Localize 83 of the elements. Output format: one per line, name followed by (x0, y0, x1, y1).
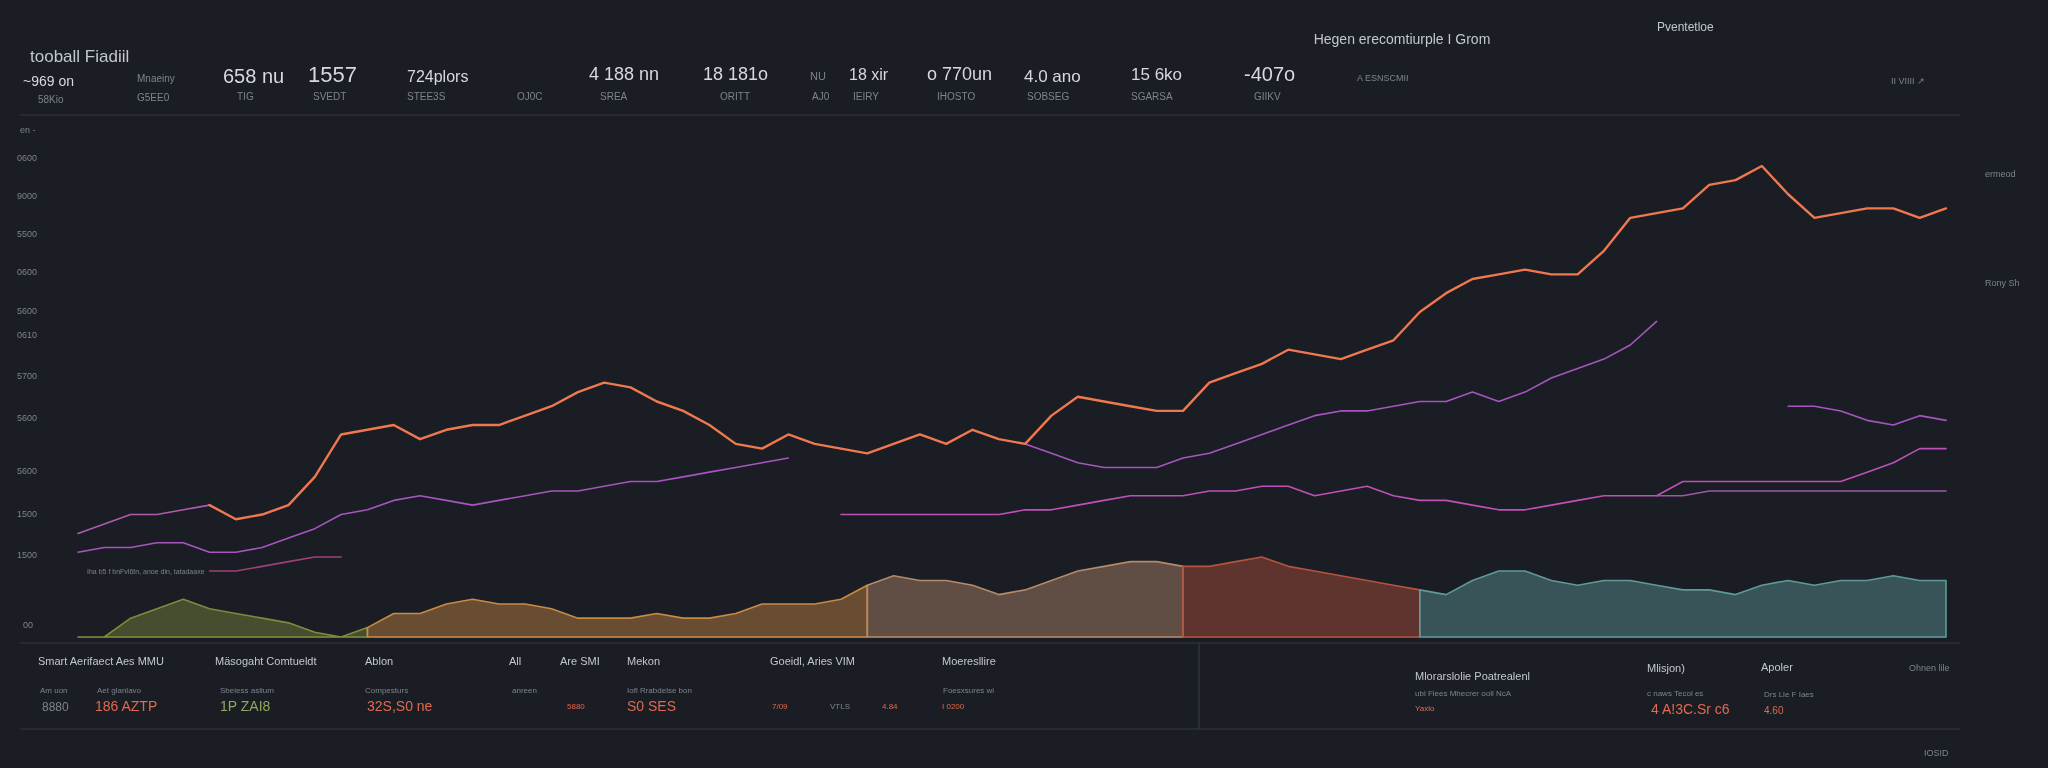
text: 4 188 nn (589, 64, 660, 84)
text: 4.84 (882, 702, 899, 711)
text: 5600 (17, 466, 38, 476)
text: Sbeiess aslium (220, 686, 275, 695)
text: TIG (237, 91, 254, 102)
text: Mlisjon) (1647, 662, 1685, 674)
text: 18 181o (703, 64, 769, 84)
text: Compesturs (365, 686, 409, 695)
text: GIIKV (1254, 91, 1281, 102)
text: IHOSTO (937, 91, 976, 102)
text: Ohnen lile (1909, 663, 1950, 673)
text: S0 SES (627, 698, 677, 714)
text: 58Kio (38, 94, 65, 105)
text: 00 (23, 620, 34, 630)
text: 658 nu (223, 65, 285, 87)
text: I 0200 (942, 702, 965, 711)
text: STEE3S (407, 91, 446, 102)
text: Are SMI (560, 655, 600, 667)
text: 1P ZAI8 (220, 698, 271, 714)
text: 724plors (407, 68, 469, 85)
text: 9000 (17, 191, 38, 201)
text: Iofl Rrabdelse bon (627, 686, 692, 695)
text: -407o (1244, 63, 1296, 85)
text: IEIRY (853, 91, 880, 102)
text: Yaxlo (1415, 704, 1435, 713)
text: 7/09 (772, 702, 789, 711)
text: 5880 (567, 702, 586, 711)
text: Ablon (365, 655, 394, 667)
text: Mekon (627, 655, 661, 667)
text: ORITT (720, 91, 750, 102)
chart-title: tooball Fiadiil (30, 47, 130, 66)
text: Drs Lle F Iaes (1764, 690, 1814, 699)
text: 4 A!3C.Sr c6 (1651, 701, 1730, 717)
text: 1500 (17, 509, 38, 519)
text: G5EE0 (137, 92, 170, 103)
text: ~969 on (23, 73, 74, 89)
text: 186 AZTP (95, 698, 158, 714)
text: 32S,S0 ne (367, 698, 433, 714)
text: Moeresllire (942, 655, 996, 667)
text: 0600 (17, 153, 38, 163)
text: ermeod (1985, 169, 2016, 179)
text: OJ0C (517, 91, 543, 102)
text: Mlorarslolie Poatrealenl (1415, 670, 1530, 682)
text: AJ0 (812, 91, 830, 102)
text: 18 xir (849, 66, 889, 83)
text: Rony Sh (1985, 278, 2020, 288)
text: 5600 (17, 306, 38, 316)
text: Smart Aerifaect Aes MMU (38, 655, 164, 667)
text: ubl Flees Mhecrer ooll NcA (1415, 689, 1512, 698)
text: SOBSEG (1027, 91, 1070, 102)
text: 1557 (308, 62, 357, 87)
text: VTLS (830, 702, 851, 711)
text: II VIIII ↗ (1891, 76, 1926, 86)
text: 1500 (17, 550, 38, 560)
text: 4.0 ano (1024, 67, 1081, 86)
text: SVEDT (313, 91, 347, 102)
text: c naws Tecol es (1647, 689, 1704, 698)
text: 15 6ko (1131, 65, 1183, 84)
text: IOSID (1924, 748, 1949, 758)
text: Apoler (1761, 661, 1794, 673)
text: All (509, 655, 522, 667)
text: 5700 (17, 371, 38, 381)
text: SGARSA (1131, 91, 1174, 102)
text: 5500 (17, 229, 38, 239)
text: Goeidl, Aries VIM (770, 655, 855, 667)
text: o 770un (927, 64, 993, 84)
text: Aet glanlavo (97, 686, 142, 695)
text: 0600 (17, 267, 38, 277)
text: Pventetloe (1657, 20, 1715, 34)
text: en - (20, 125, 36, 135)
text: 4.60 (1764, 705, 1784, 716)
text: 0610 (17, 330, 38, 340)
text: Mnaeiny (137, 73, 175, 84)
text: A ESNSCMII (1357, 73, 1409, 83)
text: 5600 (17, 413, 38, 423)
text: Foesxsures wi (943, 686, 995, 695)
text: SREA (600, 91, 628, 102)
text: anreen (512, 686, 537, 695)
text: Mäsogaht Comtueldt (215, 655, 317, 667)
chart-subtitle: Hegen erecomtiurple I Grom (1313, 31, 1491, 47)
text: 8880 (42, 700, 70, 714)
text: NU (810, 70, 826, 82)
text: Am uon (40, 686, 68, 695)
